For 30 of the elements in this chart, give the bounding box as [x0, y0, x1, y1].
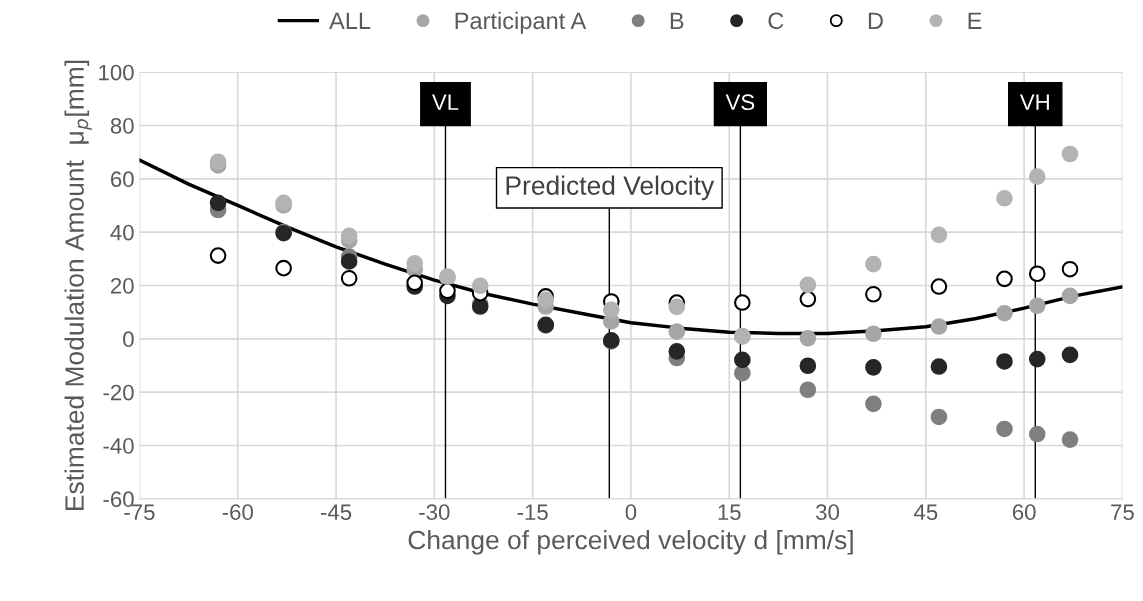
x-tick-label: -60 [222, 504, 253, 521]
x-tick-label: 75 [1111, 504, 1134, 521]
legend-label: Participant A [455, 11, 587, 34]
x-tick-label: 60 [1012, 504, 1036, 521]
legend-label: C [768, 12, 784, 30]
ref-line-label: VS [725, 94, 755, 111]
x-tick-label: -15 [517, 504, 548, 521]
x-tick-label: 0 [625, 504, 637, 521]
legend-label: E [968, 12, 982, 29]
annotation: Predicted Velocity [506, 175, 715, 201]
legend-label: ALL [329, 12, 371, 29]
y-tick-label: 80 [110, 117, 134, 134]
x-tick-label: -45 [320, 504, 352, 521]
y-tick-label: 20 [110, 278, 134, 294]
x-tick-label: -30 [419, 504, 450, 521]
y-tick-label: -20 [103, 384, 134, 401]
ref-line-label: VH [1019, 94, 1049, 110]
legend-label: B [670, 12, 684, 29]
y-tick-label: 40 [110, 224, 134, 241]
y-tick-label: -40 [103, 438, 134, 454]
x-tick-label: 15 [718, 504, 741, 521]
x-tick-label: 45 [913, 504, 938, 521]
y-tick-label: 60 [111, 171, 134, 188]
x-tick-label: 30 [816, 504, 840, 521]
y-tick-label: 0 [123, 331, 134, 348]
ref-line-label: VL [431, 94, 459, 110]
x-axis-title: Change of perceived velocity d [mm/s] [408, 529, 853, 555]
y-tick-label: 100 [99, 64, 134, 81]
y-axis-title: Estimated Modulation Amount μ$_{p}$[mm] [64, 60, 92, 510]
legend-label: D [868, 12, 883, 29]
